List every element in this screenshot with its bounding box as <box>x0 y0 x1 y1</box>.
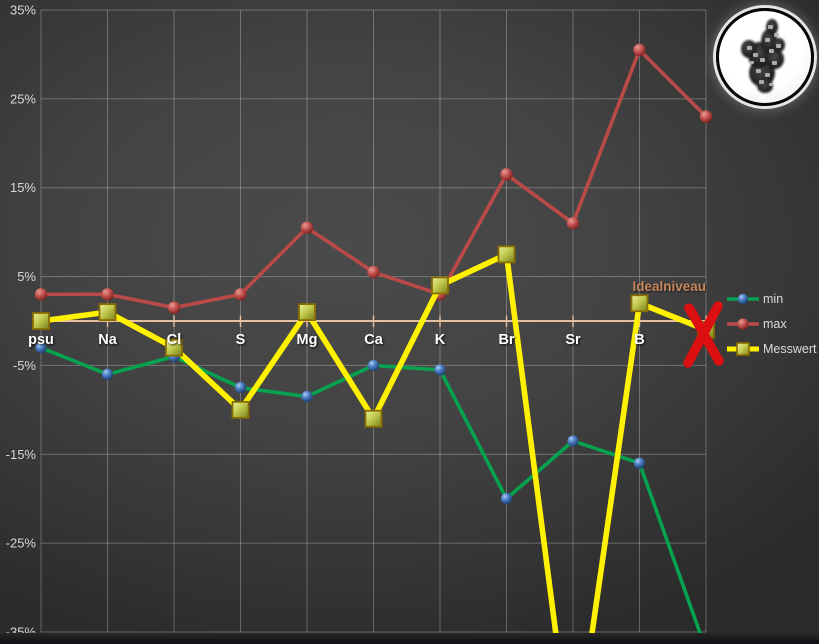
svg-text:K: K <box>435 332 446 348</box>
legend-item-min[interactable]: min <box>726 286 816 311</box>
svg-text:Mg: Mg <box>297 332 318 348</box>
svg-text:Cl: Cl <box>167 332 182 348</box>
legend-messwert-label: Messwert <box>763 341 817 356</box>
y-axis-labels: 35%25%15%5%-5%-15%-25%-35% <box>6 3 37 640</box>
zero-line <box>40 315 707 327</box>
legend-messwert-marker-icon <box>727 341 759 356</box>
coral-photo-icon <box>741 19 785 93</box>
legend-min-label: min <box>763 291 784 306</box>
svg-text:-25%: -25% <box>6 536 37 551</box>
legend-max-label: max <box>763 316 787 331</box>
zero-line-label: Idealniveau <box>632 279 706 294</box>
series-max[interactable] <box>34 43 713 314</box>
svg-text:35%: 35% <box>10 3 36 18</box>
svg-text:Na: Na <box>98 332 117 348</box>
svg-text:psu: psu <box>28 332 54 348</box>
svg-text:-15%: -15% <box>6 447 37 462</box>
rejection-x-mark[interactable] <box>683 301 724 368</box>
legend: min max Messwert <box>726 286 816 361</box>
svg-text:S: S <box>236 332 246 348</box>
legend-item-max[interactable]: max <box>726 311 816 336</box>
legend-item-messwert[interactable]: Messwert <box>726 336 816 361</box>
logo-image <box>716 8 814 106</box>
svg-text:Sr: Sr <box>565 332 581 348</box>
series-Messwert[interactable] <box>32 245 715 644</box>
svg-text:B: B <box>634 332 644 348</box>
svg-text:25%: 25% <box>10 91 36 106</box>
svg-text:Br: Br <box>498 332 514 348</box>
svg-text:-5%: -5% <box>13 358 37 373</box>
x-axis-labels: psu Na Cl S Mg Ca K Br Sr B <box>28 332 645 348</box>
legend-min-marker-icon <box>727 293 759 304</box>
svg-text:15%: 15% <box>10 180 36 195</box>
legend-max-marker-icon <box>727 317 759 330</box>
bottom-edge <box>0 633 819 644</box>
svg-text:Ca: Ca <box>364 332 383 348</box>
svg-text:5%: 5% <box>17 269 36 284</box>
